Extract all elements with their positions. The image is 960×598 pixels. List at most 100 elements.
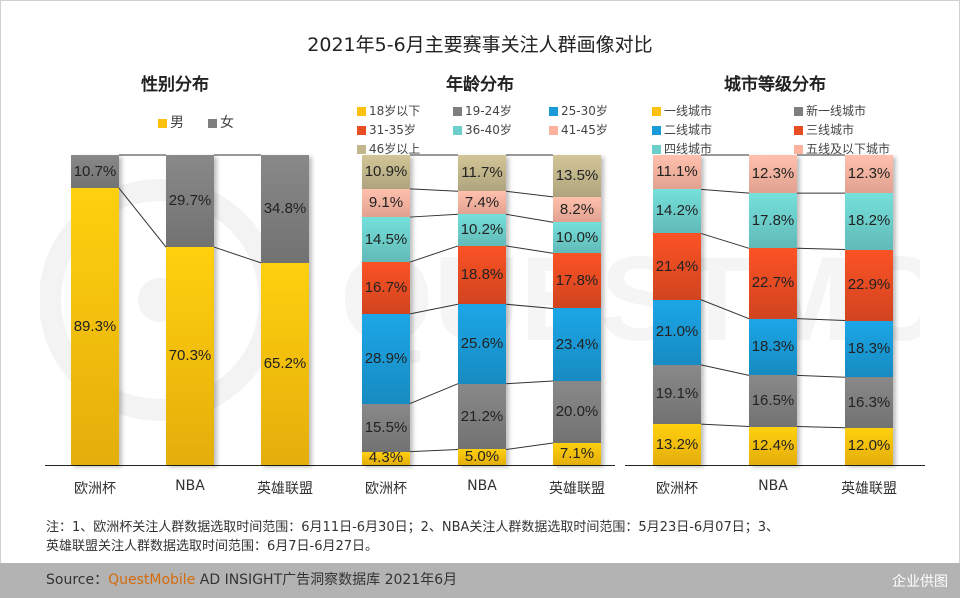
bar-segment-46岁以上: 11.7%	[458, 155, 506, 192]
bar-segment-46岁以上: 10.9%	[362, 155, 410, 189]
data-label: 10.7%	[73, 162, 117, 180]
category-label: NBA	[175, 478, 205, 494]
data-label: 25.6%	[460, 334, 504, 352]
data-label: 11.1%	[656, 163, 698, 181]
footer-bar: Source：QuestMobile AD INSIGHT广告洞察数据库 202…	[0, 563, 960, 598]
bar-英雄联盟: 12.0% 16.3% 18.3% 22.9% 18.2% 12.3%	[845, 155, 893, 465]
bar-segment-25-30岁: 25.6%	[458, 304, 506, 384]
legend-swatch	[794, 107, 803, 116]
data-label: 8.2%	[559, 200, 595, 218]
bar-segment-25-30岁: 28.9%	[362, 313, 410, 404]
legend-swatch	[357, 107, 366, 116]
source-prefix: Source：	[46, 572, 109, 588]
bar-segment-19-24岁: 15.5%	[362, 403, 410, 452]
legend-swatch	[652, 126, 661, 135]
source-suffix: AD INSIGHT广告洞察数据库 2021年6月	[195, 572, 458, 588]
bar-segment-31-35岁: 16.7%	[362, 262, 410, 314]
bar-segment-二线城市: 18.3%	[749, 318, 797, 376]
data-label: 13.5%	[555, 166, 599, 184]
category-label: 英雄联盟	[841, 481, 897, 497]
bar-segment-18岁以下: 4.3%	[362, 449, 410, 466]
legend-item: 男	[158, 112, 184, 132]
category-label: NBA	[467, 478, 497, 494]
data-label: 34.8%	[263, 199, 307, 217]
data-label: 12.3%	[751, 165, 795, 183]
data-label: 70.3%	[168, 347, 212, 365]
bar-segment-五线及以下城市: 12.3%	[749, 155, 797, 194]
data-label: 7.4%	[464, 193, 500, 211]
data-label: 21.0%	[655, 323, 699, 341]
legend-label: 女	[220, 115, 234, 131]
source-line: Source：QuestMobile AD INSIGHT广告洞察数据库 202…	[46, 569, 457, 589]
legend-label: 31-35岁	[369, 123, 416, 137]
bar-segment-19-24岁: 20.0%	[553, 380, 601, 443]
data-label: 10.9%	[364, 162, 408, 180]
x-axis-1	[345, 465, 615, 466]
data-label: 16.3%	[847, 393, 891, 411]
data-label: 18.8%	[460, 266, 504, 284]
bar-segment-新一线城市: 16.3%	[845, 377, 893, 428]
legend-label: 25-30岁	[561, 104, 608, 118]
bar-segment-19-24岁: 21.2%	[458, 383, 506, 450]
data-label: 15.5%	[364, 418, 408, 436]
bar-segment-二线城市: 18.3%	[845, 320, 893, 378]
bar-segment-男: 65.2%	[261, 262, 309, 465]
bar-segment-一线城市: 12.0%	[845, 427, 893, 465]
bar-NBA: 70.3% 29.7%	[166, 155, 214, 465]
legend-item: 新一线城市	[794, 102, 866, 119]
legend-item: 三线城市	[794, 121, 854, 138]
legend-item: 41-45岁	[549, 121, 608, 138]
footnote: 注：1、欧洲杯关注人群数据选取时间范围：6月11日-6月30日；2、NBA关注人…	[46, 518, 946, 556]
data-label: 19.1%	[655, 385, 699, 403]
data-label: 21.2%	[460, 407, 504, 425]
legend-label: 19-24岁	[465, 104, 512, 118]
bar-segment-男: 89.3%	[71, 188, 119, 465]
legend-label: 新一线城市	[806, 104, 867, 118]
bar-segment-三线城市: 22.7%	[749, 248, 797, 319]
bar-segment-31-35岁: 18.8%	[458, 245, 506, 305]
bar-segment-36-40岁: 10.0%	[553, 222, 601, 254]
bar-segment-女: 10.7%	[71, 155, 119, 189]
data-label: 28.9%	[364, 349, 408, 367]
data-label: 10.0%	[555, 228, 599, 246]
legend-swatch	[794, 126, 803, 135]
category-label: 英雄联盟	[257, 481, 313, 497]
footnote-line-1: 注：1、欧洲杯关注人群数据选取时间范围：6月11日-6月30日；2、NBA关注人…	[46, 520, 779, 535]
data-label: 20.0%	[555, 402, 599, 420]
bar-segment-41-45岁: 8.2%	[553, 196, 601, 223]
legend-swatch	[453, 107, 462, 116]
legend-item: 一线城市	[652, 102, 712, 119]
legend-swatch	[208, 118, 217, 128]
legend-item: 36-40岁	[453, 121, 512, 138]
data-label: 29.7%	[168, 192, 212, 210]
bar-segment-新一线城市: 19.1%	[653, 364, 701, 425]
legend-swatch	[549, 126, 558, 135]
legend-swatch	[794, 145, 803, 154]
data-label: 16.5%	[751, 391, 795, 409]
data-label: 18.2%	[847, 212, 891, 230]
bar-segment-四线城市: 14.2%	[653, 189, 701, 234]
bar-segment-女: 29.7%	[166, 155, 214, 248]
bar-segment-36-40岁: 14.5%	[362, 217, 410, 263]
category-label: 欧洲杯	[365, 481, 407, 497]
legend-item: 25-30岁	[549, 102, 608, 119]
data-label: 18.3%	[847, 339, 891, 357]
bar-segment-41-45岁: 9.1%	[362, 188, 410, 218]
data-label: 21.4%	[655, 257, 699, 275]
data-label: 23.4%	[555, 335, 599, 353]
bar-欧洲杯: 4.3% 15.5% 28.9% 16.7% 14.5% 9.1% 10.9%	[362, 155, 410, 466]
bar-segment-五线及以下城市: 11.1%	[653, 155, 701, 190]
data-label: 9.1%	[368, 193, 404, 211]
bar-segment-三线城市: 22.9%	[845, 249, 893, 321]
legend-item: 四线城市	[652, 140, 712, 157]
legend-item: 18岁以下	[357, 102, 420, 119]
data-label: 22.7%	[751, 274, 795, 292]
bar-segment-18岁以下: 5.0%	[458, 448, 506, 465]
legend-swatch	[158, 118, 167, 128]
legend-label: 三线城市	[806, 123, 855, 137]
bar-NBA: 12.4% 16.5% 18.3% 22.7% 17.8% 12.3%	[749, 155, 797, 465]
bar-segment-女: 34.8%	[261, 155, 309, 263]
bar-英雄联盟: 7.1% 20.0% 23.4% 17.8% 10.0% 8.2% 13.5%	[553, 155, 601, 465]
legend-label: 五线及以下城市	[806, 142, 891, 156]
figure-title: 2021年5-6月主要赛事关注人群画像对比	[307, 34, 653, 56]
